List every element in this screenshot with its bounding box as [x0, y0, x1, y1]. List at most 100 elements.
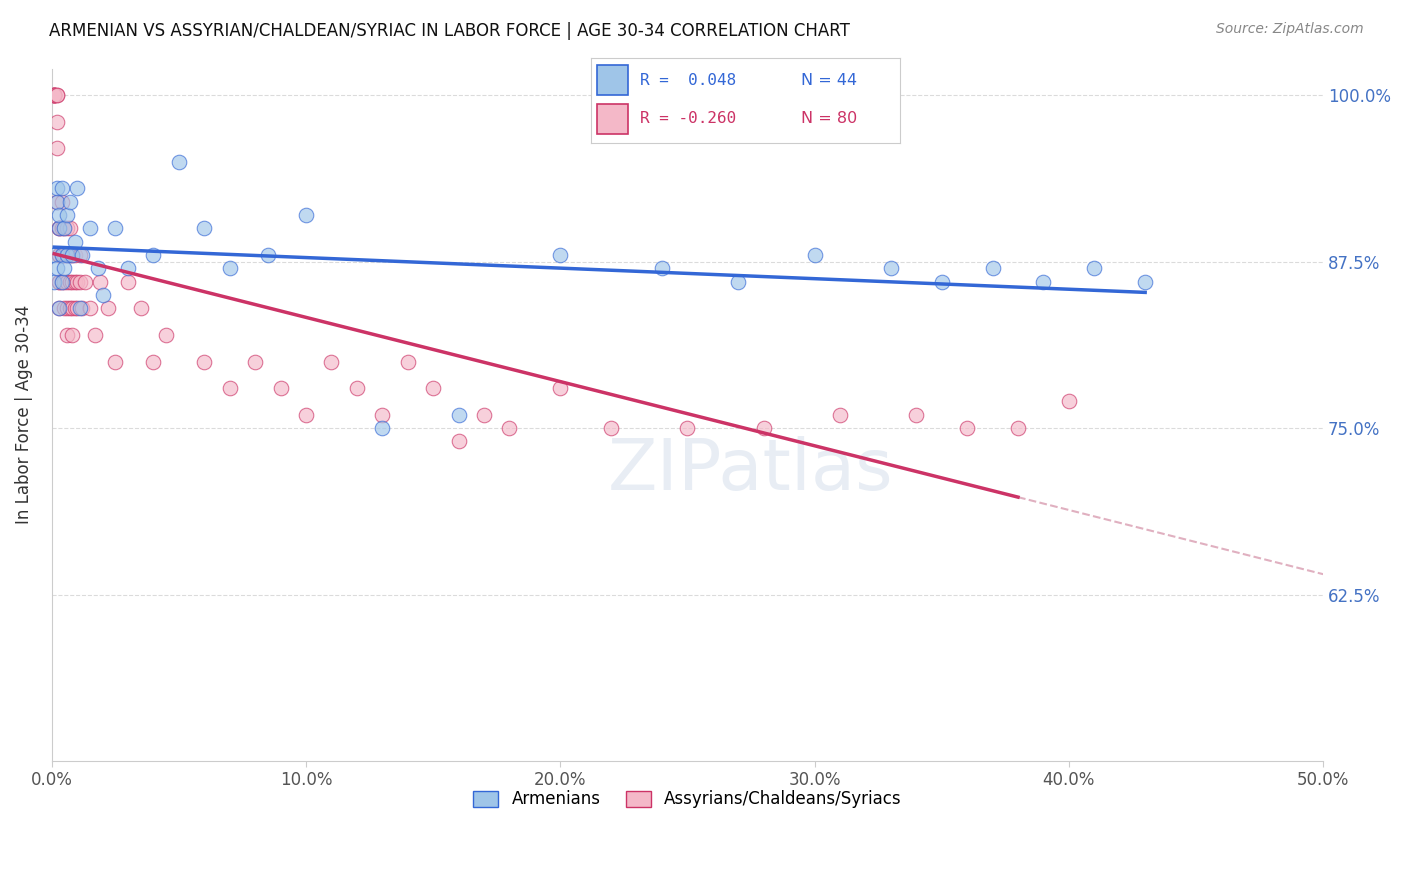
Point — [44, 88, 66, 103]
Point — [447, 434, 470, 449]
Point — [51, 248, 73, 262]
Point — [79, 221, 101, 235]
Point — [828, 408, 851, 422]
Legend: Armenians, Assyrians/Chaldeans/Syriacs: Armenians, Assyrians/Chaldeans/Syriacs — [467, 784, 908, 815]
Point — [129, 301, 152, 316]
Point — [45, 261, 67, 276]
Point — [48, 275, 70, 289]
Point — [321, 354, 343, 368]
Point — [53, 261, 76, 276]
Point — [53, 248, 76, 262]
Point — [60, 275, 83, 289]
Point — [167, 154, 190, 169]
Point — [346, 381, 368, 395]
Point — [66, 181, 89, 195]
Point — [104, 354, 127, 368]
Point — [58, 275, 80, 289]
Point — [48, 301, 70, 316]
Point — [880, 261, 903, 276]
Point — [371, 408, 394, 422]
FancyBboxPatch shape — [596, 103, 627, 134]
Point — [53, 221, 76, 235]
Point — [117, 261, 139, 276]
Point — [44, 88, 66, 103]
Text: ZIPatlas: ZIPatlas — [609, 435, 894, 505]
Point — [63, 248, 86, 262]
Point — [396, 354, 419, 368]
FancyBboxPatch shape — [596, 65, 627, 95]
Point — [44, 275, 66, 289]
Point — [73, 275, 96, 289]
Point — [63, 235, 86, 249]
Point — [48, 248, 70, 262]
Point — [981, 261, 1004, 276]
Point — [48, 221, 70, 235]
Point — [84, 327, 107, 342]
Point — [86, 261, 108, 276]
Point — [676, 421, 699, 435]
Point — [56, 327, 79, 342]
Point — [58, 194, 80, 209]
Point — [51, 275, 73, 289]
Point — [142, 248, 165, 262]
Point — [117, 275, 139, 289]
Point — [56, 301, 79, 316]
Point — [931, 275, 953, 289]
Point — [44, 88, 66, 103]
Point — [155, 327, 177, 342]
Point — [44, 88, 66, 103]
Point — [447, 408, 470, 422]
Point — [905, 408, 928, 422]
Point — [498, 421, 520, 435]
Point — [193, 221, 215, 235]
Point — [270, 381, 292, 395]
Point — [56, 221, 79, 235]
Point — [58, 301, 80, 316]
Text: R =  0.048: R = 0.048 — [640, 72, 737, 87]
Point — [472, 408, 495, 422]
Point — [58, 221, 80, 235]
Point — [69, 275, 91, 289]
Point — [142, 354, 165, 368]
Point — [257, 248, 280, 262]
Point — [550, 381, 572, 395]
Point — [422, 381, 444, 395]
Point — [51, 275, 73, 289]
Point — [51, 194, 73, 209]
Point — [44, 248, 66, 262]
Point — [48, 221, 70, 235]
Point — [1057, 394, 1080, 409]
Point — [651, 261, 673, 276]
Text: N = 44: N = 44 — [801, 72, 858, 87]
Point — [218, 261, 240, 276]
Point — [51, 181, 73, 195]
Point — [45, 194, 67, 209]
Point — [51, 248, 73, 262]
Point — [60, 248, 83, 262]
Point — [53, 301, 76, 316]
Point — [45, 88, 67, 103]
Point — [600, 421, 623, 435]
Point — [48, 208, 70, 222]
Point — [956, 421, 979, 435]
Point — [550, 248, 572, 262]
Point — [44, 88, 66, 103]
Point — [48, 301, 70, 316]
Point — [803, 248, 825, 262]
Point — [56, 248, 79, 262]
Point — [1007, 421, 1029, 435]
Text: R = -0.260: R = -0.260 — [640, 112, 737, 127]
Point — [295, 408, 318, 422]
Text: Source: ZipAtlas.com: Source: ZipAtlas.com — [1216, 22, 1364, 37]
Point — [56, 248, 79, 262]
Point — [752, 421, 775, 435]
Point — [51, 221, 73, 235]
Point — [91, 288, 114, 302]
Point — [60, 248, 83, 262]
Point — [45, 141, 67, 155]
Point — [48, 248, 70, 262]
Point — [66, 301, 89, 316]
Point — [218, 381, 240, 395]
Point — [45, 115, 67, 129]
Point — [97, 301, 120, 316]
